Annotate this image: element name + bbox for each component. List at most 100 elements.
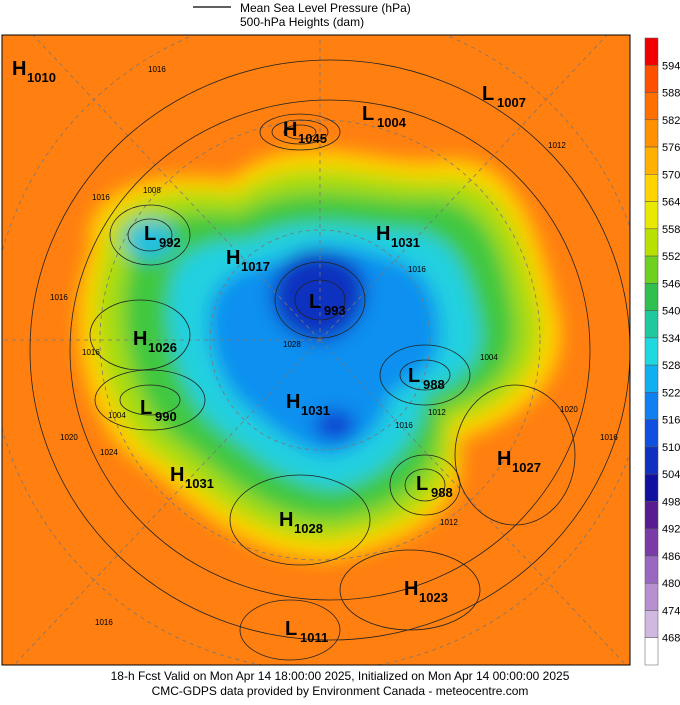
colorbar-bin	[644, 446, 659, 475]
footer-text: 18-h Fcst Valid on Mon Apr 14 18:00:00 2…	[111, 669, 570, 683]
isobars	[29, 59, 630, 661]
colorbar-label: 546	[662, 278, 680, 290]
colorbar-bin	[644, 174, 659, 202]
center-value: 1031	[301, 403, 330, 418]
center-letter: H	[404, 578, 418, 600]
colorbar-label: 492	[662, 524, 680, 536]
center-value: 1007	[497, 95, 526, 110]
contour-label: 1012	[428, 408, 446, 417]
center-value: 988	[423, 377, 445, 392]
colorbar-label: 510	[662, 442, 680, 454]
colorbar-bin	[644, 419, 659, 448]
legend-text: Mean Sea Level Pressure (hPa)	[240, 1, 411, 15]
colorbar-bin	[644, 610, 659, 638]
center-letter: L	[408, 365, 420, 387]
contour-label: 1016	[395, 421, 413, 430]
contour-label: 1028	[283, 340, 301, 349]
center-value: 1031	[391, 235, 420, 250]
colorbar-bin	[644, 255, 659, 284]
colorbar-bin	[644, 501, 659, 529]
center-letter: H	[12, 58, 26, 80]
colorbar-bin	[644, 582, 659, 611]
center-value: 988	[431, 485, 453, 500]
contour-label: 1016	[600, 433, 618, 442]
contour-label: 1008	[143, 186, 161, 195]
colorbar-bin	[644, 119, 659, 148]
center-letter: L	[309, 291, 321, 313]
center-letter: L	[416, 473, 428, 495]
graticule	[2, 35, 630, 665]
legend-text: 500-hPa Heights (dam)	[240, 15, 364, 29]
center-letter: H	[170, 464, 184, 486]
contour-label: 1016	[408, 265, 426, 274]
colorbar-label: 486	[662, 551, 680, 563]
map-frame	[1, 34, 631, 666]
colorbar-label: 534	[662, 333, 680, 345]
center-letter: L	[482, 83, 494, 105]
colorbar-label: 588	[662, 88, 680, 100]
center-letter: L	[140, 397, 152, 419]
colorbar-bin	[644, 528, 659, 557]
colorbar-bin	[644, 146, 659, 175]
colorbar-label: 552	[662, 251, 680, 263]
center-value: 1028	[294, 521, 323, 536]
colorbar-label: 558	[662, 224, 680, 236]
contour-label: 1004	[480, 353, 498, 362]
colorbar-label: 468	[662, 633, 680, 645]
colorbar-bin	[644, 228, 659, 257]
center-letter: L	[362, 103, 374, 125]
center-letter: H	[286, 391, 300, 413]
contour-label: 1016	[50, 293, 68, 302]
colorbar-bin	[644, 637, 659, 666]
center-letter: L	[144, 223, 156, 245]
contour-label: 1012	[548, 141, 566, 150]
colorbar-label: 594	[662, 60, 680, 72]
center-letter: H	[497, 448, 511, 470]
center-letter: H	[376, 223, 390, 245]
center-letter: H	[226, 247, 240, 269]
center-value: 1027	[512, 460, 541, 475]
colorbar-bin	[644, 473, 659, 502]
colorbar-bin	[644, 65, 659, 93]
colorbar-label: 540	[662, 306, 680, 318]
colorbar-bin	[644, 337, 659, 366]
colorbar-label: 564	[662, 197, 680, 209]
colorbar-label: 516	[662, 415, 680, 427]
contour-label: 1016	[95, 618, 113, 627]
colorbar-label: 570	[662, 169, 680, 181]
colorbar-label: 576	[662, 142, 680, 154]
contour-label: 1024	[100, 448, 118, 457]
center-value: 1010	[27, 70, 56, 85]
footer-text: CMC-GDPS data provided by Environment Ca…	[152, 684, 529, 698]
contour-label: 1012	[440, 518, 458, 527]
colorbar-label: 504	[662, 469, 680, 481]
contour-label: 1020	[560, 405, 578, 414]
colorbar-bin	[644, 92, 659, 121]
colorbar-bin	[644, 283, 659, 311]
colorbar-bin	[644, 37, 659, 66]
center-value: 1031	[185, 476, 214, 491]
colorbar-bin	[644, 392, 659, 420]
contour-label: 1016	[92, 193, 110, 202]
center-letter: H	[133, 328, 147, 350]
colorbar-bin	[644, 310, 659, 339]
center-value: 990	[155, 409, 177, 424]
center-value: 1017	[241, 259, 270, 274]
center-value: 992	[159, 235, 181, 250]
colorbar-label: 522	[662, 387, 680, 399]
center-value: 993	[324, 303, 346, 318]
colorbar-label: 498	[662, 496, 680, 508]
center-letter: H	[279, 509, 293, 531]
contour-label: 1016	[148, 65, 166, 74]
colorbar-bin	[644, 555, 659, 584]
center-value: 1026	[148, 340, 177, 355]
colorbar-label: 582	[662, 115, 680, 127]
colorbar-label: 480	[662, 578, 680, 590]
center-letter: H	[283, 119, 297, 141]
contour-label: 1020	[60, 433, 78, 442]
center-value: 1004	[377, 115, 407, 130]
colorbar-bin	[644, 201, 659, 230]
colorbar-label: 528	[662, 360, 680, 372]
